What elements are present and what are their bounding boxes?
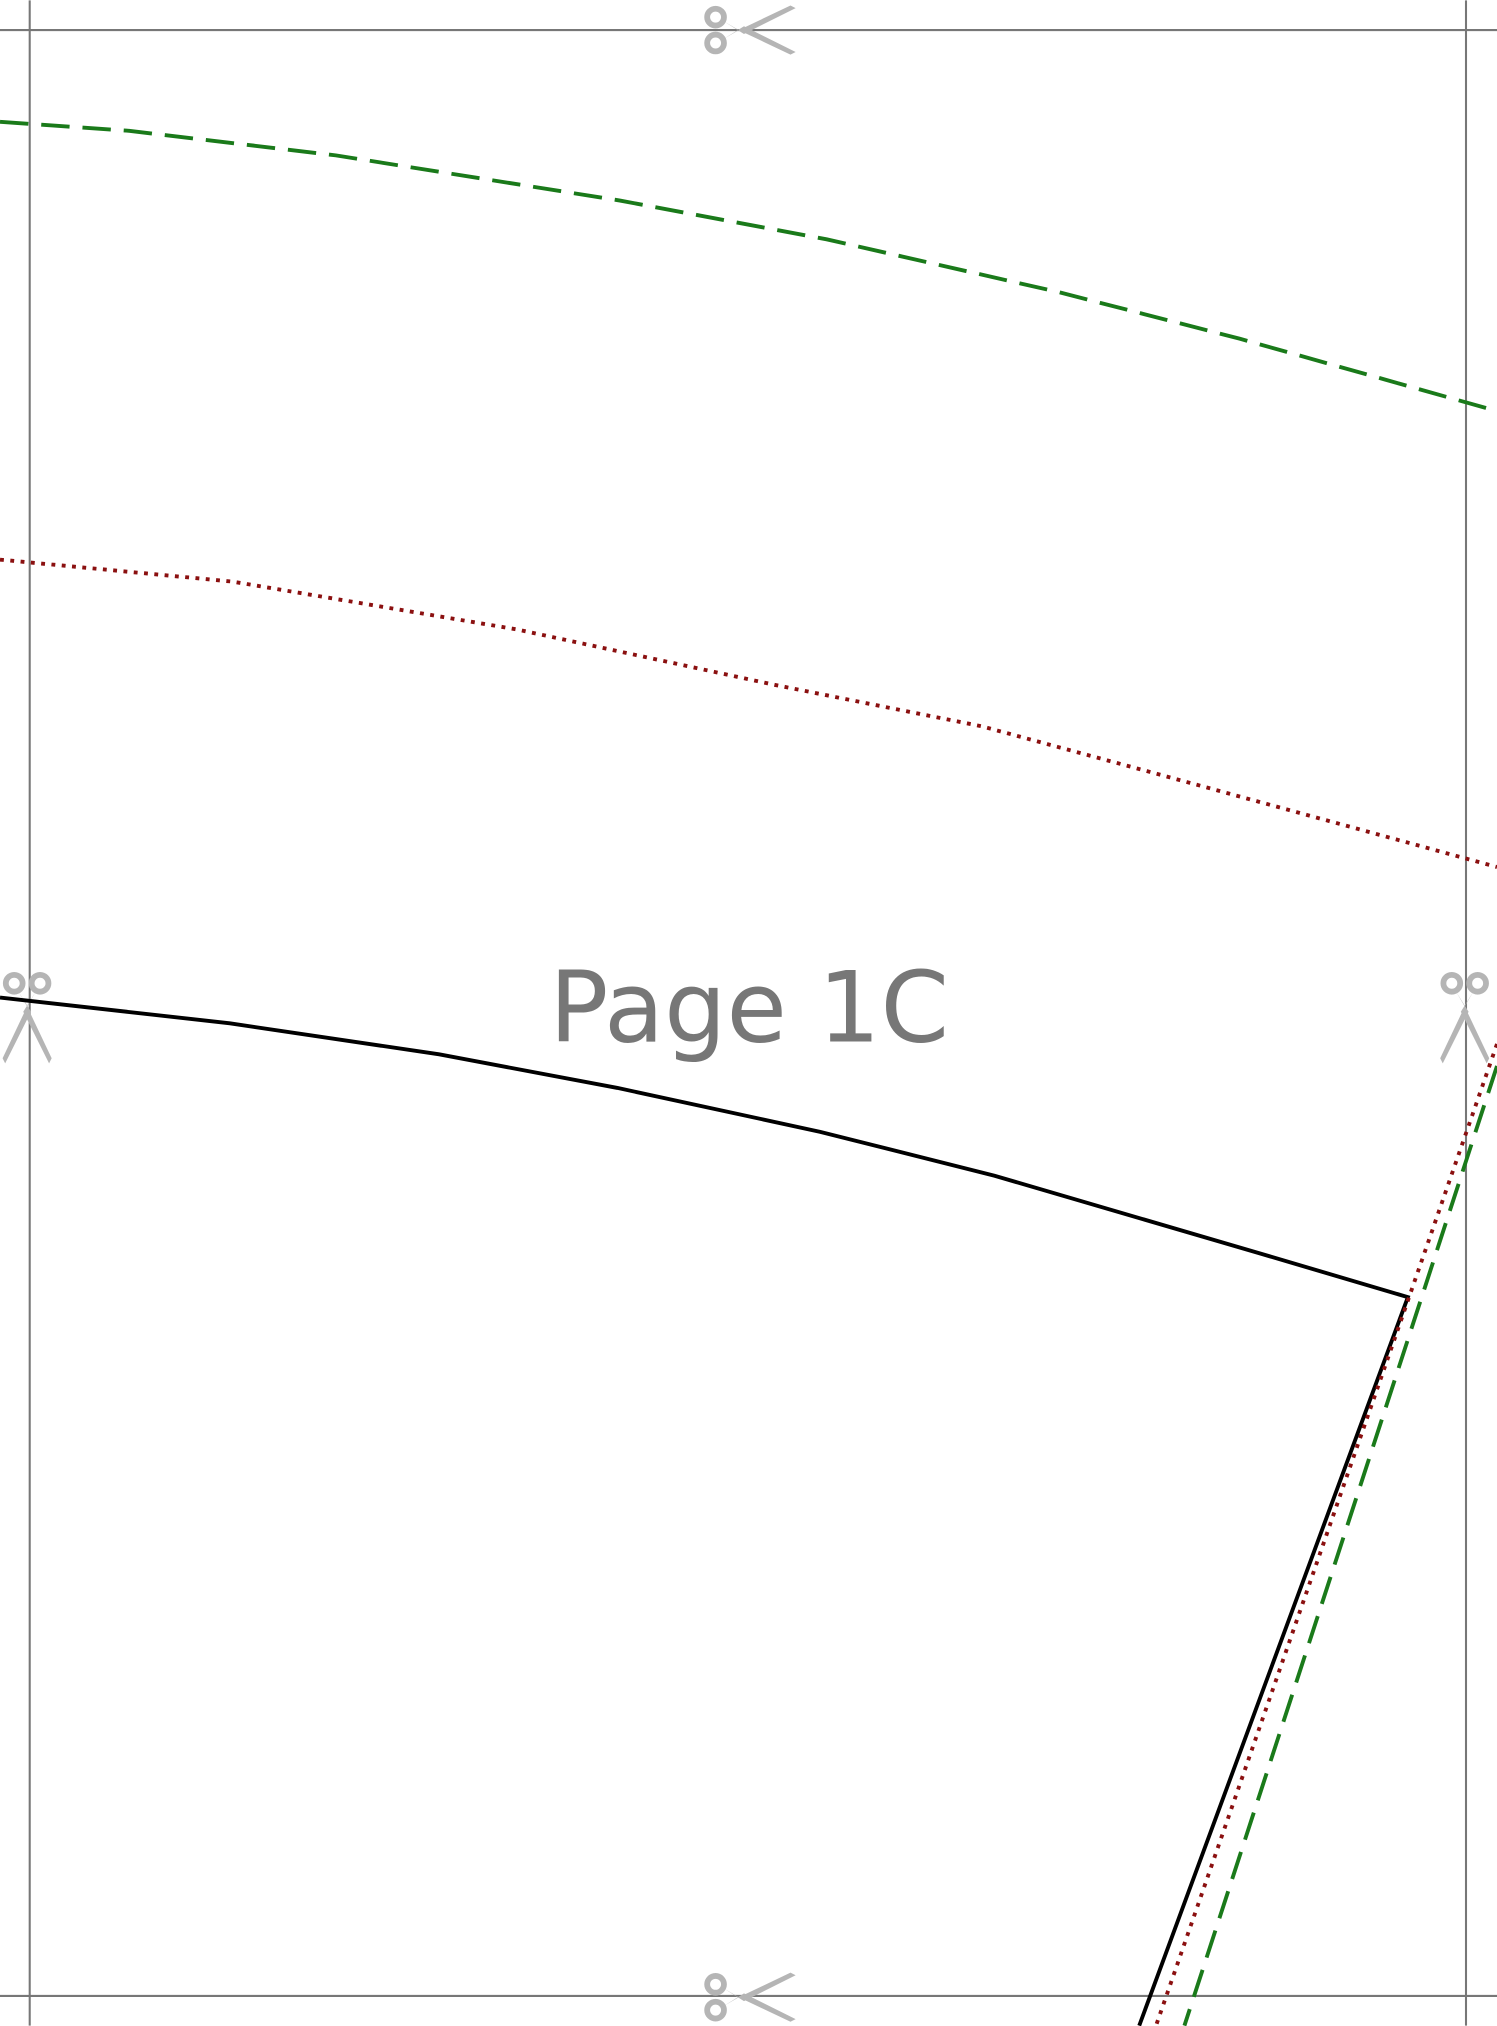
seam-line-red <box>1154 1043 1497 2026</box>
cut-line-green <box>1182 1065 1497 2026</box>
cut-line-green <box>0 119 1497 413</box>
page-label: Page 1C <box>549 951 949 1065</box>
pattern-outline <box>0 995 1411 2026</box>
seam-line-red <box>0 557 1497 869</box>
scissors-icon <box>3 975 52 1063</box>
scissors-icon <box>707 1973 795 2022</box>
scissors-icon <box>1440 975 1489 1063</box>
